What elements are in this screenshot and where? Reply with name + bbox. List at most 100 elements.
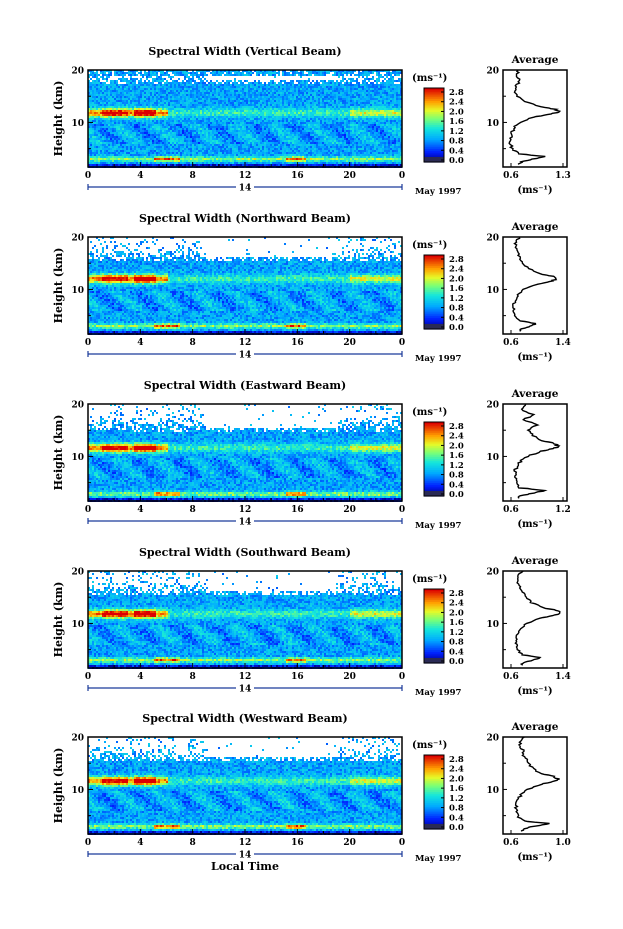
colorbar <box>424 255 444 330</box>
x-tick-label: 4 <box>137 672 143 682</box>
colorbar-unit: (ms⁻¹) <box>412 740 447 751</box>
colorbar-tick-label: 0.0 <box>449 823 464 833</box>
average-title: Average <box>511 388 559 400</box>
average-title: Average <box>511 221 559 233</box>
date-label: May 1997 <box>415 854 462 864</box>
y-tick-label: 20 <box>71 234 84 244</box>
colorbar-tick-label: 1.2 <box>449 294 464 304</box>
colorbar-tick-label: 0.4 <box>449 146 464 156</box>
panel-2: Spectral Width (Northward Beam)2010Heigh… <box>52 212 571 364</box>
heatmap <box>88 70 402 168</box>
x-tick-label: 20 <box>343 171 356 181</box>
colorbar-tick-label: 1.6 <box>449 451 464 461</box>
colorbar-tick-label: 0.4 <box>449 480 464 490</box>
average-y-tick-label: 20 <box>486 401 499 411</box>
colorbar-unit: (ms⁻¹) <box>412 407 447 418</box>
date-day: 14 <box>239 518 252 528</box>
average-x-axis-label: (ms⁻¹) <box>517 852 552 863</box>
date-day: 14 <box>239 351 252 361</box>
x-tick-label: 16 <box>291 338 304 348</box>
colorbar-tick-label: 2.4 <box>449 432 464 442</box>
x-tick-label: 0 <box>85 338 91 348</box>
average-x-tick-label: 0.6 <box>503 838 519 848</box>
colorbar-unit: (ms⁻¹) <box>412 574 447 585</box>
average-frame <box>503 70 567 167</box>
x-tick-label: 12 <box>239 338 252 348</box>
average-x-tick-label: 1.3 <box>555 171 571 181</box>
colorbar-tick-label: 2.0 <box>449 107 464 117</box>
average-y-tick-label: 10 <box>486 786 499 796</box>
date-day: 14 <box>239 851 252 861</box>
average-y-tick-label: 10 <box>486 119 499 129</box>
colorbar-tick-label: 1.2 <box>449 461 464 471</box>
average-y-tick-label: 10 <box>486 286 499 296</box>
average-frame <box>503 737 567 834</box>
x-tick-label: 4 <box>137 171 143 181</box>
heatmap <box>88 737 402 835</box>
average-x-tick-label: 1.4 <box>555 338 571 348</box>
colorbar-tick-label: 0.0 <box>449 657 464 667</box>
y-axis-label: Height (km) <box>52 415 65 491</box>
x-tick-label: 20 <box>343 505 356 515</box>
y-tick-label: 20 <box>71 401 84 411</box>
x-tick-label: 0 <box>399 338 405 348</box>
average-x-tick-label: 0.6 <box>503 672 519 682</box>
y-axis-label: Height (km) <box>52 81 65 157</box>
y-axis-label: Height (km) <box>52 748 65 824</box>
average-x-axis-label: (ms⁻¹) <box>517 185 552 196</box>
x-tick-label: 4 <box>137 505 143 515</box>
average-x-tick-label: 0.6 <box>503 171 519 181</box>
y-axis-label: Height (km) <box>52 582 65 658</box>
y-tick-label: 10 <box>71 786 84 796</box>
x-tick-label: 0 <box>85 171 91 181</box>
average-x-tick-label: 0.6 <box>503 338 519 348</box>
average-x-axis-label: (ms⁻¹) <box>517 352 552 363</box>
heatmap <box>88 404 402 502</box>
colorbar-tick-label: 1.6 <box>449 784 464 794</box>
date-day: 14 <box>239 685 252 695</box>
average-frame <box>503 404 567 501</box>
colorbar-tick-label: 0.8 <box>449 471 464 481</box>
x-tick-label: 16 <box>291 505 304 515</box>
x-tick-label: 16 <box>291 672 304 682</box>
colorbar-tick-label: 2.0 <box>449 441 464 451</box>
average-x-tick-label: 1.0 <box>555 838 571 848</box>
average-y-tick-label: 20 <box>486 234 499 244</box>
colorbar-tick-label: 2.8 <box>449 422 464 432</box>
x-tick-label: 20 <box>343 838 356 848</box>
y-tick-label: 20 <box>71 67 84 77</box>
average-x-axis-label: (ms⁻¹) <box>517 519 552 530</box>
average-title: Average <box>511 54 559 66</box>
x-tick-label: 4 <box>137 838 143 848</box>
colorbar-tick-label: 2.0 <box>449 774 464 784</box>
y-tick-label: 20 <box>71 568 84 578</box>
x-tick-label: 20 <box>343 672 356 682</box>
colorbar-tick-label: 1.6 <box>449 284 464 294</box>
colorbar-tick-label: 2.8 <box>449 755 464 765</box>
average-x-tick-label: 1.4 <box>555 672 571 682</box>
y-tick-label: 10 <box>71 453 84 463</box>
colorbar-tick-label: 0.8 <box>449 137 464 147</box>
y-tick-label: 10 <box>71 119 84 129</box>
date-label: May 1997 <box>415 521 462 531</box>
average-y-tick-label: 10 <box>486 620 499 630</box>
colorbar-tick-label: 1.2 <box>449 127 464 137</box>
x-tick-label: 8 <box>190 672 196 682</box>
average-title: Average <box>511 721 559 733</box>
panel-title: Spectral Width (Westward Beam) <box>142 712 347 725</box>
panel-title: Spectral Width (Southward Beam) <box>139 546 351 559</box>
x-tick-label: 8 <box>190 338 196 348</box>
colorbar-tick-label: 0.8 <box>449 304 464 314</box>
colorbar-tick-label: 0.4 <box>449 313 464 323</box>
x-tick-label: 4 <box>137 338 143 348</box>
colorbar <box>424 88 444 163</box>
colorbar-tick-label: 2.8 <box>449 255 464 265</box>
panel-1: Spectral Width (Vertical Beam)2010Height… <box>52 45 571 197</box>
average-x-tick-label: 0.6 <box>503 505 519 515</box>
average-y-tick-label: 10 <box>486 453 499 463</box>
y-tick-label: 10 <box>71 286 84 296</box>
x-tick-label: 0 <box>85 672 91 682</box>
colorbar-tick-label: 0.0 <box>449 156 464 166</box>
x-tick-label: 16 <box>291 838 304 848</box>
